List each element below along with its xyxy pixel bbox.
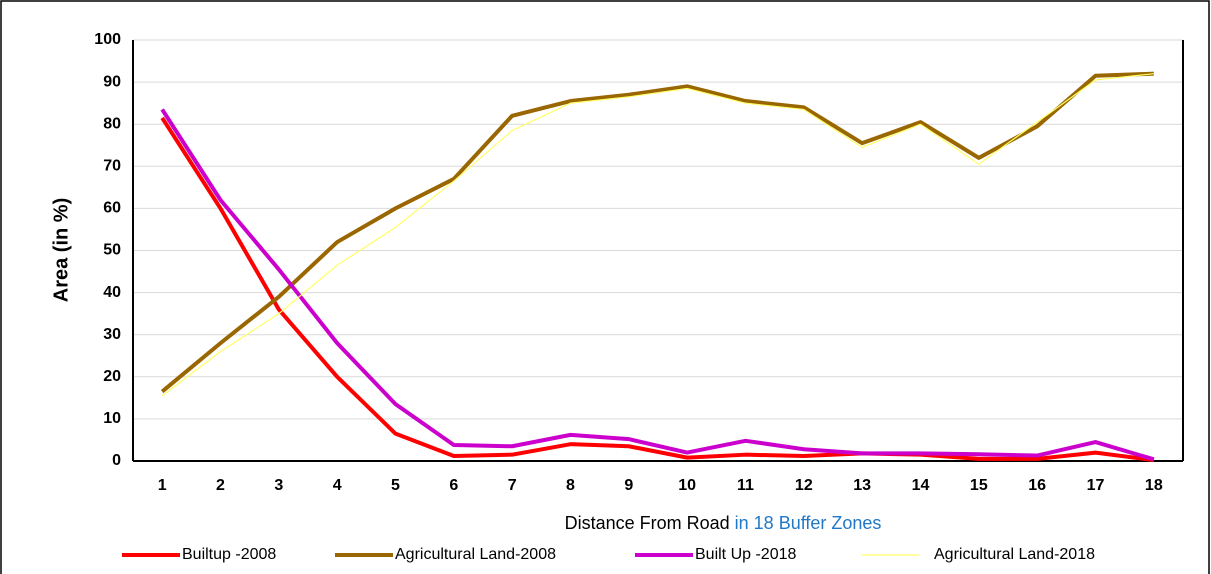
y-tick-label: 0 xyxy=(112,452,121,469)
x-tick-label: 16 xyxy=(1028,477,1046,494)
x-tick-label: 11 xyxy=(737,477,754,494)
y-tick-label: 50 xyxy=(103,242,121,259)
x-axis-label: Distance From Road in 18 Buffer Zones xyxy=(565,513,882,533)
x-tick-label: 8 xyxy=(566,477,575,494)
x-tick-label: 15 xyxy=(970,477,988,494)
x-tick-label: 2 xyxy=(216,477,225,494)
y-tick-label: 20 xyxy=(103,368,121,385)
x-tick-label: 18 xyxy=(1145,477,1163,494)
legend-label: Built Up -2018 xyxy=(695,546,796,563)
x-tick-label: 13 xyxy=(853,477,871,494)
x-axis-label-part: Distance From Road xyxy=(565,513,730,533)
x-tick-label: 10 xyxy=(678,477,696,494)
x-axis-label-part: in 18 Buffer Zones xyxy=(735,513,882,533)
legend-label: Agricultural Land-2008 xyxy=(395,546,556,563)
x-tick-label: 4 xyxy=(333,477,342,494)
y-axis-label: Area (in %) xyxy=(50,198,72,302)
series-line xyxy=(160,116,1155,463)
y-tick-label: 100 xyxy=(94,31,121,48)
y-tick-label: 70 xyxy=(103,158,121,175)
y-tick-label: 60 xyxy=(103,200,121,217)
x-tick-label: 14 xyxy=(912,477,930,494)
x-tick-label: 7 xyxy=(508,477,517,494)
x-tick-label: 17 xyxy=(1087,477,1105,494)
legend-label: Agricultural Land-2018 xyxy=(934,546,1095,563)
series-line xyxy=(161,73,1154,397)
y-tick-label: 10 xyxy=(103,410,121,427)
series-line xyxy=(160,108,1155,462)
y-tick-label: 40 xyxy=(103,284,121,301)
x-tick-label: 12 xyxy=(795,477,813,494)
x-tick-label: 1 xyxy=(158,477,167,494)
x-tick-label: 9 xyxy=(624,477,633,494)
y-tick-label: 90 xyxy=(103,73,121,90)
y-tick-label: 30 xyxy=(103,326,121,343)
legend-label: Builtup -2008 xyxy=(182,546,276,563)
y-tick-label: 80 xyxy=(103,115,121,132)
x-tick-label: 5 xyxy=(391,477,400,494)
x-tick-label: 3 xyxy=(274,477,283,494)
series-line xyxy=(160,71,1154,394)
x-tick-label: 6 xyxy=(449,477,458,494)
